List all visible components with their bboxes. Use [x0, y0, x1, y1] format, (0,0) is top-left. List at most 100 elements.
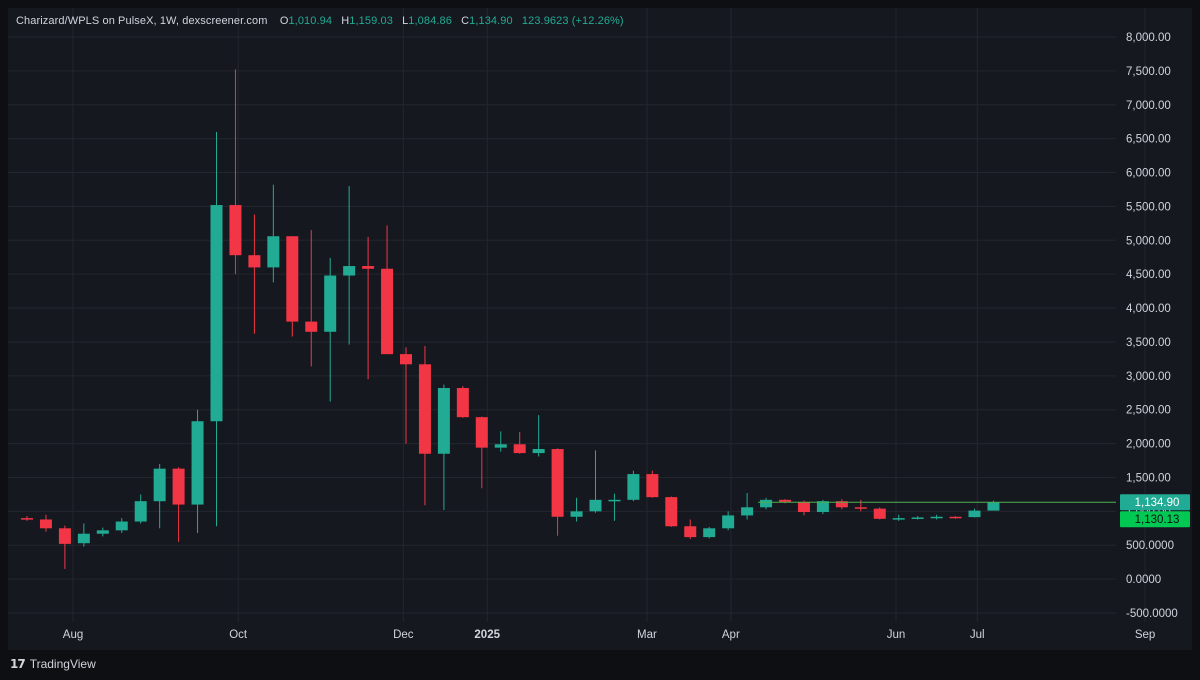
candle-body [513, 444, 526, 454]
candle-body [797, 501, 810, 513]
candle-body [532, 449, 545, 454]
y-tick-label: 2,500.00 [1126, 405, 1171, 417]
candle-body [873, 508, 886, 519]
candle [77, 523, 90, 547]
candle [39, 514, 52, 532]
candle-body [191, 421, 204, 505]
candle [134, 494, 147, 524]
candle-body [646, 474, 659, 498]
candle-body [949, 516, 962, 519]
candle [722, 511, 735, 531]
candle [96, 527, 109, 537]
high-value: 1,159.03 [349, 15, 393, 27]
candle [532, 415, 545, 457]
last-price-tag-label: 1,134.90 [1135, 497, 1180, 509]
secondary-price-tag [1120, 511, 1190, 528]
y-tick-label: 1,500.00 [1126, 472, 1171, 484]
y-tick-label: 500.0000 [1126, 540, 1174, 552]
candle-body [305, 321, 318, 332]
candle [968, 508, 981, 518]
x-tick-label: Oct [229, 629, 248, 641]
candle-body [665, 497, 678, 527]
candle-body [437, 388, 450, 454]
candle-body [494, 444, 507, 448]
y-tick-label: 3,500.00 [1126, 337, 1171, 349]
price-tags: 1,134.90 1,130.13 [1120, 494, 1190, 528]
y-tick-label: 6,500.00 [1126, 134, 1171, 146]
candle-body [684, 526, 697, 538]
x-tick-label: Mar [637, 629, 657, 641]
candle-body [722, 515, 735, 529]
x-tick-label: Aug [63, 629, 83, 641]
candle [191, 409, 204, 534]
candle [911, 516, 924, 520]
candle [797, 500, 810, 516]
candle-body [475, 417, 488, 448]
low-value: 1,084.86 [408, 15, 452, 27]
y-tick-label: 4,500.00 [1126, 269, 1171, 281]
y-tick-label: 0.0000 [1126, 574, 1161, 586]
candle-body [551, 449, 564, 517]
candle-body [77, 533, 90, 544]
candle-body [911, 517, 924, 519]
y-tick-label: 5,000.00 [1126, 235, 1171, 247]
y-tick-label: 6,000.00 [1126, 168, 1171, 180]
candle [58, 525, 71, 569]
candle [153, 463, 166, 529]
low-label: L [402, 15, 409, 27]
candle-body [570, 511, 583, 517]
candle [362, 236, 375, 380]
candle [892, 514, 905, 521]
y-tick-label: 2,000.00 [1126, 439, 1171, 451]
candle-body [892, 518, 905, 520]
footer: 17 TradingView [10, 655, 96, 673]
x-tick-label: Jul [970, 629, 985, 641]
x-tick-label: Jun [887, 629, 906, 641]
close-label: C [461, 15, 470, 27]
candle [854, 499, 867, 512]
candle [703, 526, 716, 539]
candle [210, 131, 223, 527]
y-axis[interactable]: 8,000.00 7,500.00 7,000.00 6,500.00 6,000.00… [1126, 32, 1178, 620]
candle [608, 493, 621, 521]
symbol-title[interactable]: Charizard/WPLS on PulseX, 1W, dexscreene… [16, 15, 268, 27]
change-value: 123.9623 (+12.26%) [521, 15, 624, 27]
candle [475, 416, 488, 489]
candle-body [987, 502, 1000, 511]
candle [248, 214, 261, 334]
candle-body [703, 528, 716, 538]
candle-body [210, 205, 223, 422]
candle-body [381, 268, 394, 355]
x-tick-label: Dec [393, 629, 414, 641]
candle-body [134, 501, 147, 522]
candle [646, 470, 659, 498]
open-label: O [279, 15, 289, 27]
candle-body [968, 510, 981, 518]
candle-body [153, 468, 166, 502]
candle-body [21, 518, 33, 520]
candle-body [248, 255, 261, 268]
y-tick-label: 7,000.00 [1126, 100, 1171, 112]
candle-body [343, 266, 356, 276]
candle [741, 493, 754, 520]
candle [684, 519, 697, 540]
y-tick-label: 8,000.00 [1126, 32, 1171, 44]
chart-panel[interactable] [8, 8, 1192, 650]
candle-body [741, 507, 754, 516]
x-axis[interactable]: Aug Oct Dec 2025 Mar Apr Jun Jul Sep [63, 629, 1155, 641]
x-tick-label: Sep [1135, 629, 1155, 641]
tradingview-brand[interactable]: TradingView [29, 657, 96, 671]
candle [267, 184, 280, 283]
candle [873, 507, 886, 520]
candle [286, 236, 299, 337]
candle [172, 467, 185, 542]
candle-body [816, 501, 829, 513]
candle [627, 470, 640, 502]
candle-body [286, 236, 299, 322]
candle-body [229, 205, 242, 256]
candle-body [418, 364, 431, 454]
tradingview-logo-icon[interactable]: 17 [10, 657, 26, 671]
candle-body [627, 474, 640, 500]
y-tick-label: 4,000.00 [1126, 303, 1171, 315]
